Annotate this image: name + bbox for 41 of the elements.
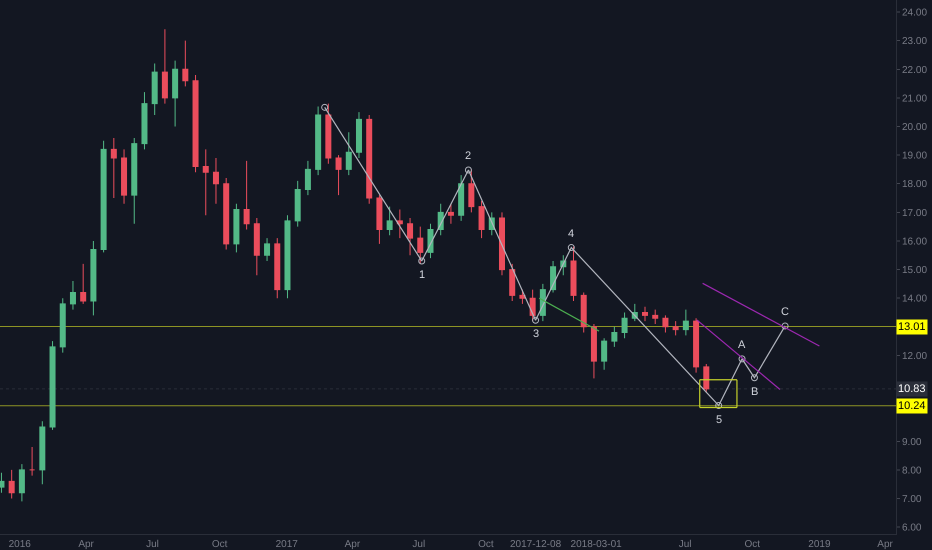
y-tick-label: 16.00 [902,236,928,248]
y-tick-label: 23.00 [902,36,928,48]
x-tick-label: 2017 [276,539,298,550]
y-tick-label: 12.00 [902,350,928,362]
annotation: 3 [533,328,540,340]
y-tick-label: 17.00 [902,208,928,219]
x-tick-label: Apr [78,539,95,550]
x-tick-label: 2018-03-01 [570,539,622,550]
annotation: 1 [419,269,426,281]
y-tick-label: 22.00 [902,64,928,76]
x-tick-label: Oct [744,539,760,550]
x-tick-label: Apr [877,539,894,550]
y-tick-label: 9.00 [902,436,922,448]
annotation: A [738,339,746,351]
x-tick-label: Oct [212,539,228,550]
y-tick-label: 20.00 [902,122,928,133]
y-tick-label: 24.00 [902,8,928,19]
ref-line-label: 10.83 [898,383,926,395]
y-tick-label: 21.00 [902,93,928,104]
annotation: 4 [568,228,574,240]
y-tick-label: 14.00 [902,294,928,305]
x-tick-label: Jul [678,539,692,550]
x-tick-label: Apr [344,539,361,550]
y-tick-label: 15.00 [902,265,928,276]
x-tick-label: 2019 [808,539,831,550]
ref-line-label: 10.24 [898,400,926,412]
x-tick-label: Oct [478,539,494,550]
annotation: 2 [465,150,472,162]
y-tick-label: 18.00 [902,179,928,190]
y-tick-label: 19.00 [902,150,928,162]
y-tick-label: 8.00 [902,465,922,476]
x-tick-label: 2017-12-08 [510,539,562,550]
x-tick-label: Jul [146,539,159,550]
y-tick-label: 7.00 [902,494,922,506]
ref-line-label: 13.01 [898,321,926,333]
x-tick-label: Jul [412,539,426,550]
x-tick-label: 2016 [8,539,32,550]
annotation: C [781,306,789,318]
y-tick-label: 6.00 [902,522,922,534]
annotation: B [751,386,758,398]
annotation: 5 [716,414,722,426]
